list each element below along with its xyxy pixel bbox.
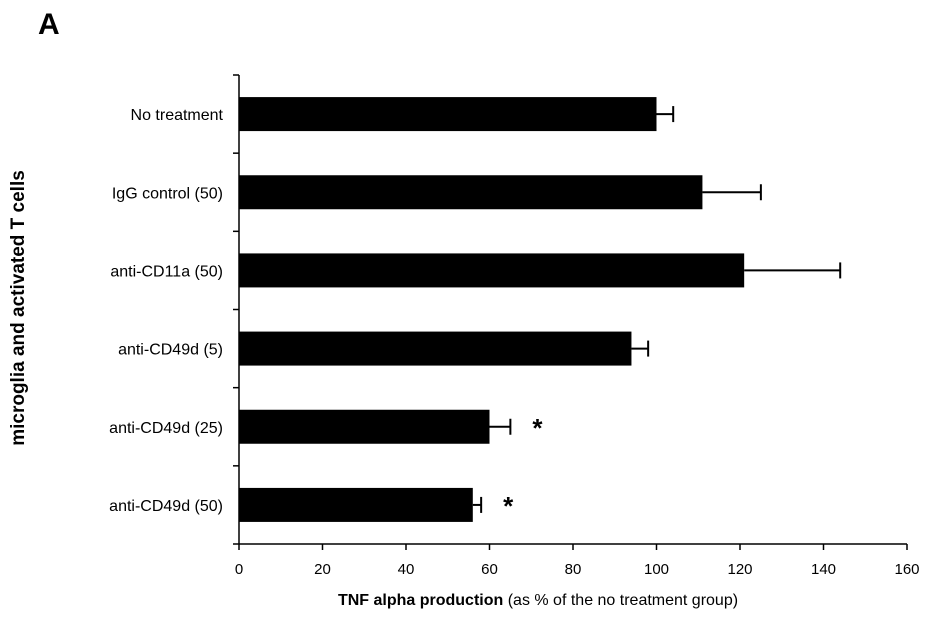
category-label: No treatment bbox=[131, 107, 224, 124]
significance-marker: * bbox=[532, 413, 543, 443]
x-tick-label: 20 bbox=[314, 561, 331, 578]
bars: ** bbox=[239, 97, 842, 522]
x-axis-label-main: TNF alpha production bbox=[337, 592, 504, 609]
x-tick-label: 0 bbox=[235, 561, 243, 578]
bar bbox=[239, 253, 745, 288]
x-tick-label: 160 bbox=[894, 561, 919, 578]
category-label: anti-CD49d (50) bbox=[109, 498, 223, 515]
category-label: anti-CD49d (25) bbox=[109, 420, 223, 437]
category-label: anti-CD11a (50) bbox=[110, 263, 223, 280]
x-tick-label: 40 bbox=[398, 561, 415, 578]
x-tick-label: 100 bbox=[644, 561, 669, 578]
significance-marker: * bbox=[503, 491, 514, 521]
x-tick-label: 140 bbox=[811, 561, 836, 578]
x-tick-label: 120 bbox=[727, 561, 752, 578]
bar bbox=[239, 409, 490, 444]
y-axis-label-group: microglia and activated T cells bbox=[8, 170, 29, 446]
category-label: IgG control (50) bbox=[112, 185, 223, 202]
category-labels: No treatment IgG control (50) anti-CD11a (… bbox=[109, 107, 223, 515]
panel-letter: A bbox=[38, 8, 60, 41]
bar bbox=[239, 97, 657, 132]
category-label: anti-CD49d (5) bbox=[118, 342, 223, 359]
bar bbox=[239, 331, 632, 366]
x-tick-label: 80 bbox=[565, 561, 582, 578]
x-axis-label-sub: (as % of the no treatment group) bbox=[503, 592, 739, 609]
y-axis-label: microglia and activated T cells bbox=[8, 170, 29, 446]
bar bbox=[239, 175, 703, 210]
bar bbox=[239, 487, 473, 522]
x-axis-label: TNF alpha production (as % of the no tre… bbox=[0, 592, 926, 610]
axes: 0 20 40 60 80 100 120 140 160 bbox=[233, 74, 920, 578]
x-tick-label: 60 bbox=[481, 561, 498, 578]
